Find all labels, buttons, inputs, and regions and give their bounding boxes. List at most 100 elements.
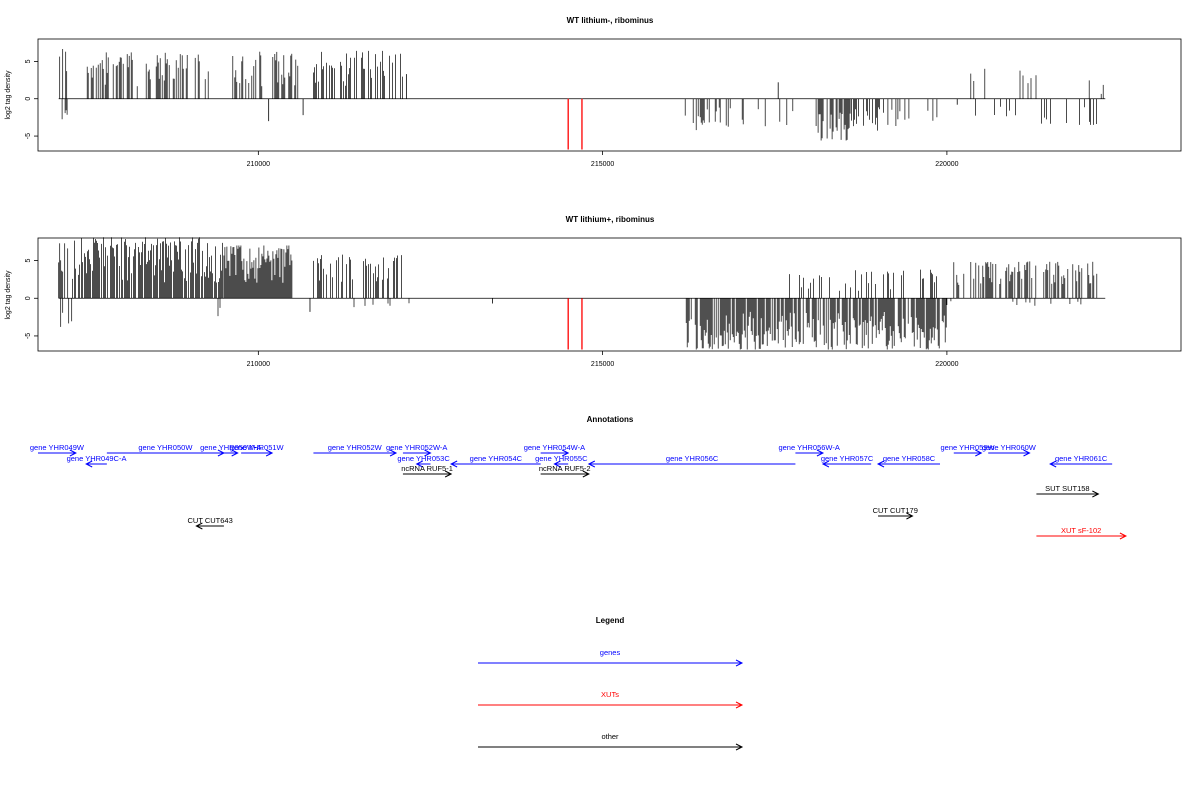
feature-arrow-head [85, 460, 93, 468]
x-tick-label: 215000 [591, 161, 614, 168]
feature-arrow-head [816, 449, 825, 457]
feature-label: gene YHR051W [230, 443, 285, 452]
y-tick-label: -5 [25, 133, 32, 139]
feature-other: SUT SUT158 [1036, 484, 1100, 498]
feature-gene: gene YHR056C [587, 454, 796, 468]
feature-label: gene YHR052W [328, 443, 383, 452]
x-tick-label: 220000 [935, 361, 958, 368]
feature-gene: gene YHR057C [821, 454, 874, 468]
feature-gene: gene YHR053C [397, 454, 450, 468]
feature-label: gene YHR057C [821, 454, 874, 463]
feature-arrow-head [587, 460, 596, 468]
feature-arrow-head [906, 512, 914, 520]
legend-item-xut: XUTs [478, 690, 744, 709]
feature-label: gene YHR053C [397, 454, 450, 463]
feature-label: ncRNA RUF5-2 [539, 464, 591, 473]
feature-gene: gene YHR054C [450, 454, 541, 468]
legend-item-other: other [478, 732, 744, 751]
feature-arrow-head [975, 449, 983, 457]
x-tick-label: 220000 [935, 161, 958, 168]
feature-label: gene YHR054W-A [524, 443, 585, 452]
y-axis-label: log2 tag density [5, 70, 12, 120]
feature-gene: gene YHR052W [313, 443, 398, 457]
feature-label: gene YHR054C [470, 454, 523, 463]
legend-label: other [601, 732, 619, 741]
feature-arrow-head [195, 522, 203, 530]
feature-label: gene YHR059W [941, 443, 996, 452]
axes: -5 0 5 210000 215000 220000 [25, 59, 959, 168]
x-tick-label: 215000 [591, 361, 614, 368]
annotations-title: Annotations [587, 415, 634, 424]
feature-label: gene YHR049C-A [67, 454, 127, 463]
annotation-track: gene YHR049W gene YHR049C-A gene YHR050W ge… [30, 443, 1128, 540]
signal-bars [58, 237, 1106, 350]
feature-arrow-head [444, 470, 453, 478]
feature-arrow-head [1092, 490, 1100, 498]
x-tick-label: 210000 [247, 161, 270, 168]
feature-gene: gene YHR058C [876, 454, 941, 468]
feature-label: gene YHR058C [883, 454, 936, 463]
feature-label: gene YHR052W-A [386, 443, 447, 452]
y-axis-label: log2 tag density [5, 270, 12, 320]
feature-gene: gene YHR050W-A [200, 443, 262, 457]
panel-title: WT lithium+, ribominus [566, 215, 655, 224]
feature-arrow-head [821, 460, 830, 468]
x-tick-label: 210000 [247, 361, 270, 368]
feature-gene: gene YHR055C [535, 454, 588, 468]
feature-other: ncRNA RUF5-1 [401, 464, 453, 478]
feature-label: gene YHR050W-A [200, 443, 261, 452]
feature-gene: gene YHR061C [1049, 454, 1113, 468]
feature-gene: gene YHR054W-A [524, 443, 585, 457]
feature-label: XUT sF-102 [1061, 526, 1101, 535]
feature-label: gene YHR056C [666, 454, 719, 463]
feature-gene: gene YHR060W [982, 443, 1037, 457]
legend: genes XUTs other [478, 648, 744, 751]
y-tick-label: 5 [25, 59, 32, 63]
feature-arrow-head [876, 460, 885, 468]
feature-other: ncRNA RUF5-2 [539, 464, 591, 478]
feature-label: CUT CUT643 [187, 516, 232, 525]
feature-arrow-head [1023, 449, 1031, 457]
feature-arrow-head [231, 449, 239, 457]
feature-other: CUT CUT643 [187, 516, 233, 530]
feature-gene: gene YHR052W-A [386, 443, 447, 457]
plot-frame [37, 38, 1182, 152]
feature-label: CUT CUT179 [873, 506, 918, 515]
feature-gene: gene YHR049W [30, 443, 85, 457]
legend-label: XUTs [601, 690, 619, 699]
legend-item-gene: genes [478, 648, 744, 667]
feature-arrow-head [450, 460, 458, 468]
feature-label: ncRNA RUF5-1 [401, 464, 453, 473]
feature-arrow-head [389, 449, 398, 457]
feature-arrow-head [553, 460, 561, 468]
track-panel-lithium-minus: WT lithium-, ribominus log2 tag density … [5, 16, 1182, 168]
feature-other: CUT CUT179 [873, 506, 918, 520]
legend-arrow-head [735, 743, 744, 751]
feature-arrow-head [561, 449, 570, 457]
feature-gene: gene YHR049C-A [67, 454, 127, 468]
y-tick-label: 0 [25, 97, 32, 101]
legend-arrow-head [735, 701, 744, 709]
feature-gene: gene YHR059W [941, 443, 996, 457]
feature-gene: gene YHR051W [230, 443, 285, 457]
feature-label: gene YHR061C [1055, 454, 1108, 463]
feature-arrow-head [265, 449, 274, 457]
feature-label: gene YHR055C [535, 454, 588, 463]
signal-bars [58, 49, 1106, 150]
panel-title: WT lithium-, ribominus [567, 16, 654, 25]
y-tick-label: -5 [25, 333, 32, 339]
y-tick-label: 5 [25, 259, 32, 263]
feature-label: gene YHR056W-A [778, 443, 839, 452]
plot-frame [37, 237, 1182, 352]
feature-arrow-head [415, 460, 423, 468]
legend-title: Legend [596, 616, 625, 625]
feature-arrow-head [582, 470, 590, 478]
feature-arrow-head [424, 449, 432, 457]
legend-label: genes [600, 648, 621, 657]
legend-arrow-head [735, 659, 744, 667]
feature-label: SUT SUT158 [1045, 484, 1089, 493]
feature-arrow-head [1119, 532, 1128, 540]
feature-label: gene YHR050W [138, 443, 193, 452]
track-panel-lithium-plus: WT lithium+, ribominus log2 tag density … [5, 215, 1182, 368]
